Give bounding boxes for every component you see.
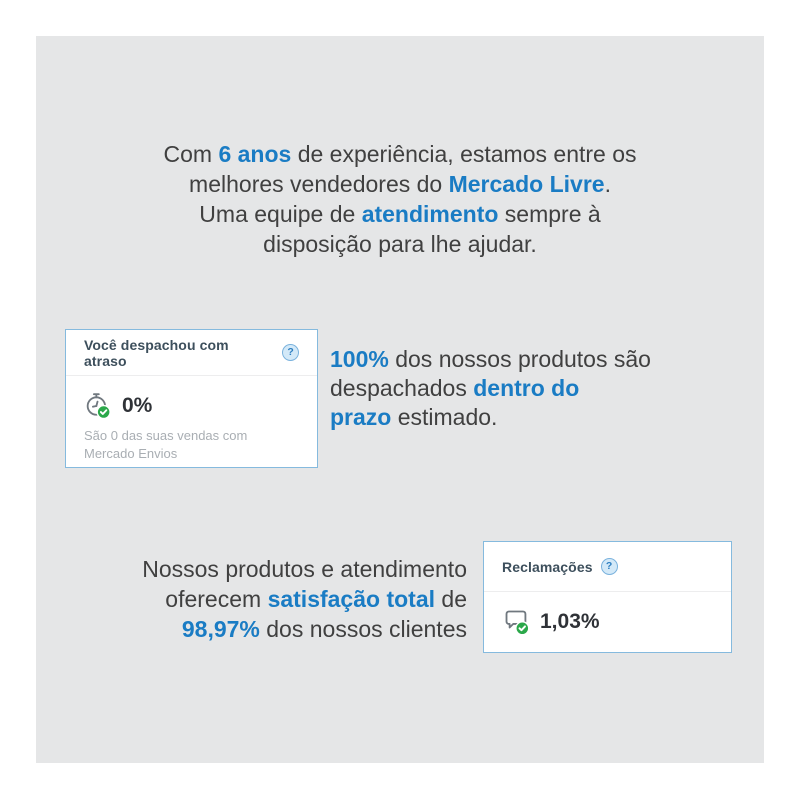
intro-line-1: Com 6 anos de experiência, estamos entre…: [80, 139, 720, 169]
shipping-card-caption: São 0 das suas vendas com Mercado Envios: [84, 428, 248, 461]
text-segment: disposição para lhe ajudar.: [263, 231, 537, 257]
text-segment: de experiência, estamos entre os: [291, 141, 637, 167]
text-segment: melhores vendedores do: [189, 171, 449, 197]
shipping-metric-card: Você despachou com atraso ?: [65, 329, 318, 468]
text-segment: dos nossos produtos são: [388, 346, 651, 372]
satisfaction-paragraph: Nossos produtos e atendimento oferecem s…: [60, 554, 467, 644]
text-segment: sempre à: [498, 201, 601, 227]
satisfaction-line-1: Nossos produtos e atendimento: [60, 554, 467, 584]
claims-metric-card: Reclamações ? 1,03%: [483, 541, 732, 653]
highlight-atendimento: atendimento: [361, 201, 499, 227]
text-segment: Uma equipe de: [199, 201, 362, 227]
text-segment: Nossos produtos e atendimento: [142, 556, 467, 582]
shipping-metric-value: 0%: [122, 393, 153, 417]
shipping-line-2: despachados dentro do: [330, 374, 651, 403]
intro-line-2: melhores vendedores do Mercado Livre.: [80, 169, 720, 199]
highlight-dentro-do: dentro do: [473, 375, 580, 401]
intro-line-4: disposição para lhe ajudar.: [80, 229, 720, 259]
satisfaction-line-3: 98,97% dos nossos clientes: [60, 614, 467, 644]
help-icon[interactable]: ?: [282, 344, 299, 361]
help-icon[interactable]: ?: [600, 558, 618, 575]
shipping-card-title: Você despachou com atraso: [84, 336, 229, 369]
highlight-prazo: prazo: [330, 404, 392, 430]
claims-card-title: Reclamações: [502, 558, 593, 575]
highlight-6-anos: 6 anos: [218, 141, 292, 167]
shipping-card-header: Você despachou com atraso ?: [66, 330, 317, 376]
claims-card-header: Reclamações ?: [484, 542, 731, 592]
shipping-paragraph: 100% dos nossos produtos são despachados…: [330, 345, 651, 432]
text-segment: despachados: [330, 375, 474, 401]
highlight-100-percent: 100%: [330, 346, 389, 372]
text-segment: oferecem: [165, 586, 268, 612]
shipping-card-body: 0% São 0 das suas vendas com Mercado Env…: [66, 376, 317, 463]
text-segment: estimado.: [391, 404, 498, 430]
highlight-mercado-livre: Mercado Livre: [448, 171, 605, 197]
speech-bubble-check-icon: [502, 607, 531, 636]
intro-line-3: Uma equipe de atendimento sempre à: [80, 199, 720, 229]
claims-card-body: 1,03%: [484, 592, 731, 636]
satisfaction-line-2: oferecem satisfação total de: [60, 584, 467, 614]
claims-metric-row: 1,03%: [502, 607, 713, 636]
stopwatch-check-icon: [84, 391, 113, 420]
shipping-line-3: prazo estimado.: [330, 403, 651, 432]
shipping-metric-row: 0%: [84, 391, 299, 420]
text-segment: de: [435, 586, 467, 612]
highlight-9897-percent: 98,97%: [181, 616, 260, 642]
shipping-line-1: 100% dos nossos produtos são: [330, 345, 651, 374]
claims-metric-value: 1,03%: [540, 609, 600, 633]
text-segment: Com: [163, 141, 219, 167]
text-segment: .: [604, 171, 611, 197]
intro-paragraph: Com 6 anos de experiência, estamos entre…: [80, 139, 720, 259]
highlight-satisfacao-total: satisfação total: [267, 586, 436, 612]
text-segment: dos nossos clientes: [259, 616, 467, 642]
